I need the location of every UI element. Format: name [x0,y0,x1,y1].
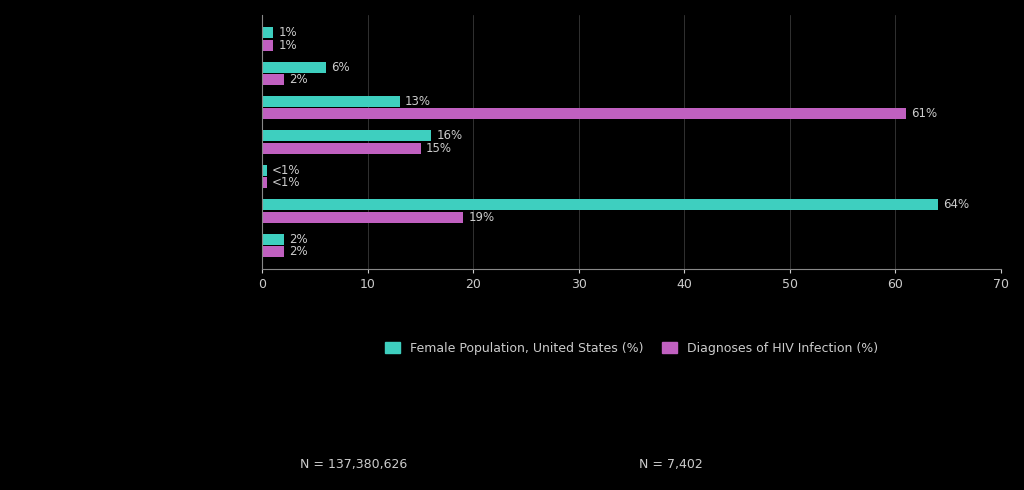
Text: 64%: 64% [943,198,969,211]
Text: 2%: 2% [289,73,307,86]
Bar [262,27,273,38]
Bar [262,143,421,154]
Bar [262,234,284,245]
Text: N = 137,380,626: N = 137,380,626 [300,458,407,471]
Bar [262,165,266,176]
Text: 6%: 6% [331,61,349,74]
Text: 16%: 16% [436,129,463,143]
Bar [262,130,431,142]
Legend: Female Population, United States (%), Diagnoses of HIV Infection (%): Female Population, United States (%), Di… [380,337,884,360]
Text: 1%: 1% [279,26,297,39]
Text: <1%: <1% [272,176,300,189]
Bar [262,62,326,73]
Text: 1%: 1% [279,39,297,52]
Bar [262,40,273,51]
Text: 15%: 15% [426,142,452,155]
Bar [262,199,938,210]
Text: 2%: 2% [289,233,307,245]
Text: 2%: 2% [289,245,307,258]
Bar [262,246,284,257]
Text: 13%: 13% [404,95,431,108]
Bar [262,177,266,188]
Bar [262,74,284,85]
Bar [262,96,399,107]
Text: <1%: <1% [272,164,300,177]
Text: 19%: 19% [468,211,495,223]
Text: N = 7,402: N = 7,402 [639,458,702,471]
Bar [262,108,906,120]
Text: 61%: 61% [911,107,937,121]
Bar [262,212,463,222]
